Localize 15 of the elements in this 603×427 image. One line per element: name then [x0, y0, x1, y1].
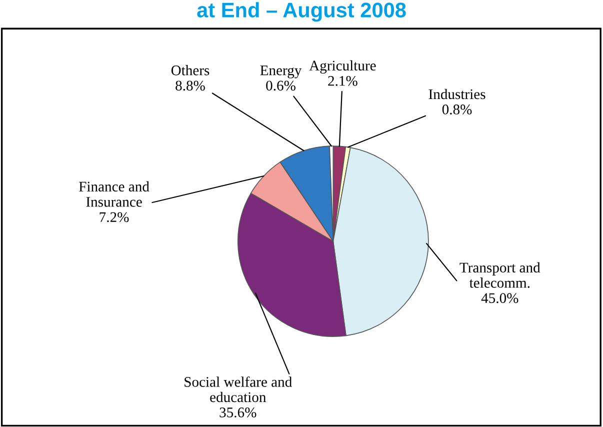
- data-label: 0.6%: [266, 80, 296, 91]
- data-label: 0.8%: [442, 104, 472, 114]
- data-label: 35.6%: [220, 408, 256, 418]
- slice-label: Others: [171, 65, 210, 76]
- slice-label: Finance and Insurance: [79, 181, 150, 207]
- slice-label: Transport and telecomm.: [460, 262, 540, 288]
- chart-title: at End – August 2008: [197, 2, 406, 22]
- data-label: 2.1%: [328, 76, 358, 86]
- data-label: 7.2%: [100, 212, 129, 222]
- slice-label: Industries: [428, 88, 486, 100]
- data-label: 8.8%: [176, 80, 205, 91]
- slice-label: Agriculture: [309, 60, 376, 74]
- slice-label: Social welfare and education: [184, 376, 292, 402]
- data-label: 45.0%: [481, 293, 518, 304]
- slice-label: Energy: [260, 66, 302, 78]
